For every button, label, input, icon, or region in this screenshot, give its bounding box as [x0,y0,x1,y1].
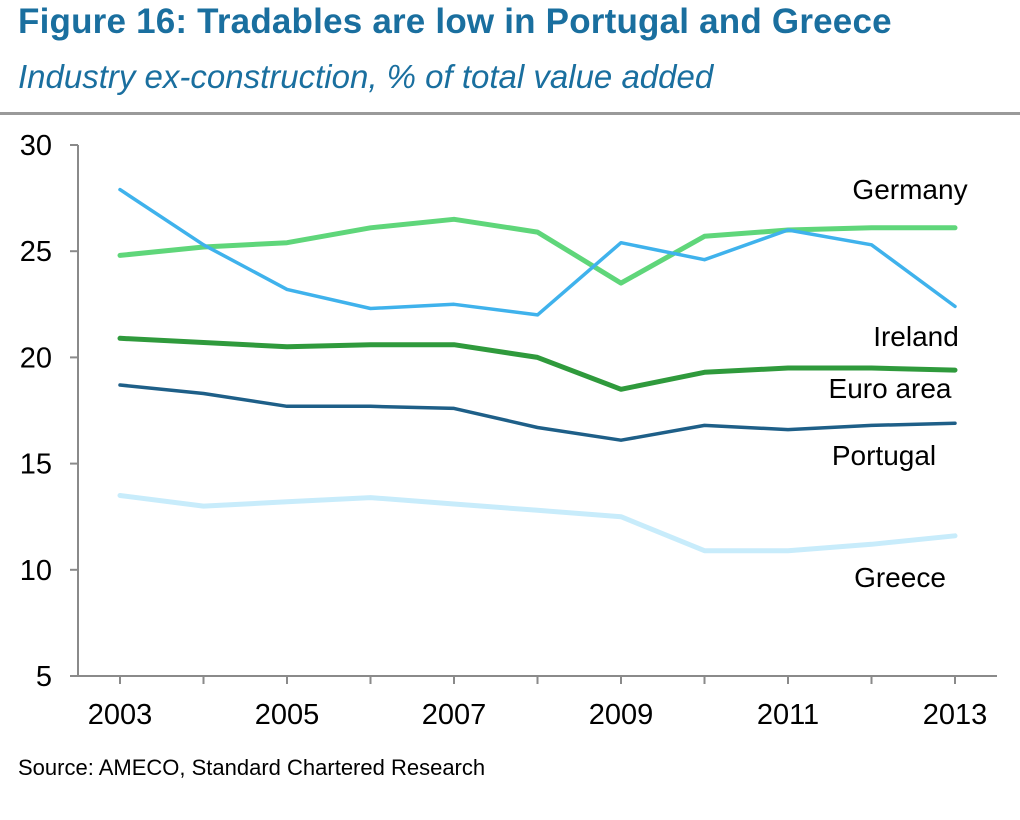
series-label-portugal: Portugal [832,440,936,471]
chart-series [117,187,958,554]
series-label-ireland: Ireland [873,321,959,352]
title-divider [0,112,1020,115]
series-label-greece: Greece [854,562,946,593]
chart-series-labels: Germany Ireland Euro area Portugal Greece [829,174,968,593]
series-label-germany: Germany [852,174,967,205]
chart-title: Figure 16: Tradables are low in Portugal… [18,2,892,41]
y-tick-label: 30 [20,130,52,162]
y-tick-label: 20 [20,342,52,374]
x-tick-label: 2007 [422,699,487,731]
x-tick-label: 2009 [589,699,654,731]
series-line-portugal [118,383,957,442]
series-line-ireland [118,187,957,317]
series-line-euro-area [117,335,958,392]
series-line-germany [117,216,958,286]
y-tick-label: 25 [20,236,52,268]
x-tick-label: 2011 [757,699,819,731]
source-note: Source: AMECO, Standard Chartered Resear… [18,755,486,780]
series-line-greece [117,493,958,554]
series-label-euro-area: Euro area [829,373,952,404]
y-tick-label: 5 [36,661,52,693]
chart-subtitle: Industry ex-construction, % of total val… [18,58,714,95]
y-tick-label: 15 [20,449,52,481]
x-tick-label: 2005 [255,699,320,731]
x-tick-label: 2013 [923,699,988,731]
y-tick-label: 10 [20,555,52,587]
x-tick-label: 2003 [88,699,153,731]
chart-axes: 5 10 15 20 25 30 2003 2005 2007 2009 2011 2013 [20,130,997,731]
